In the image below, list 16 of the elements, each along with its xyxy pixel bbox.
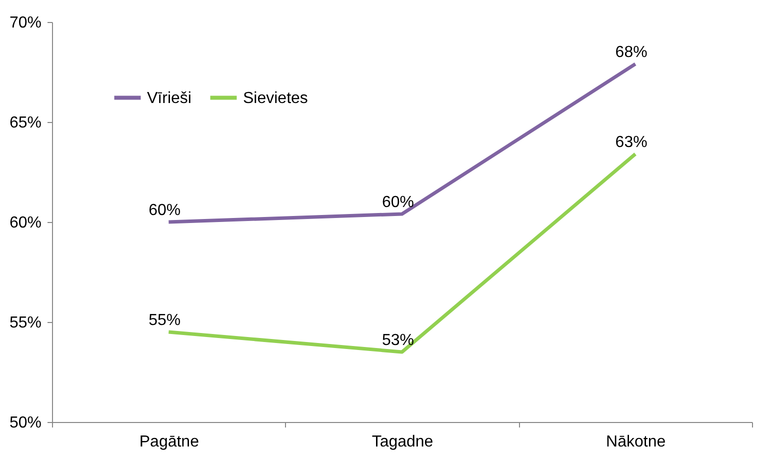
legend-label: Vīrieši <box>147 90 192 107</box>
data-label: 60% <box>148 202 181 219</box>
x-tick-label: Pagātne <box>139 434 200 450</box>
y-tick-label: 65% <box>9 114 42 132</box>
data-label: 68% <box>615 44 648 61</box>
x-tick-label: Nākotne <box>606 434 666 450</box>
data-label: 53% <box>382 332 414 349</box>
data-label: 63% <box>615 134 648 151</box>
data-label: 55% <box>148 312 181 329</box>
x-tick-label: Tagadne <box>372 434 434 450</box>
legend-label: Sievietes <box>243 90 308 107</box>
y-tick-label: 50% <box>9 414 42 432</box>
y-tick-label: 70% <box>9 14 42 32</box>
data-label: 60% <box>382 194 414 211</box>
y-tick-label: 60% <box>9 214 42 232</box>
y-tick-label: 55% <box>9 314 42 332</box>
